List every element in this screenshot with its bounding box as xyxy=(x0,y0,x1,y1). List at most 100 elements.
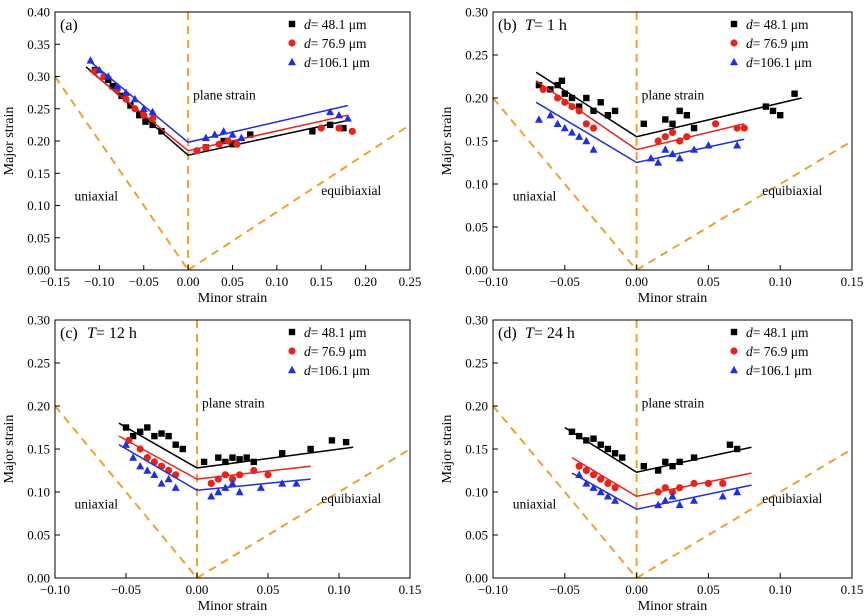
panel-2: −0.10 −0.05 0.00 0.05 0.10 0.15 0.00 0.05 0.10 0.… xyxy=(440,5,863,307)
equibiaxial-guide-line xyxy=(196,448,411,579)
x-tick-label: 0.10 xyxy=(769,582,792,597)
x-tick-label: 0.00 xyxy=(186,582,209,597)
y-tick-label: 0.20 xyxy=(465,91,488,106)
data-point-series-2 xyxy=(690,479,698,487)
data-point-series-3 xyxy=(582,479,591,487)
condition-label: T= 24 h xyxy=(525,325,575,342)
data-point-series-1 xyxy=(669,120,676,127)
data-point-series-3 xyxy=(546,111,555,119)
y-tick-label: 0.10 xyxy=(465,177,488,192)
data-point-series-3 xyxy=(129,453,138,461)
data-point-series-3 xyxy=(690,145,699,153)
data-point-series-3 xyxy=(534,115,543,123)
fit-line-series-3 xyxy=(88,59,349,144)
legend-marker-series-3 xyxy=(288,365,296,374)
legend-label-series-2: d= 76.9 μm xyxy=(304,344,367,359)
panel-1: −0.15 −0.10 −0.05 0.00 0.05 0.10 0.15 0.20 0.25 0… xyxy=(2,5,421,307)
data-point-series-3 xyxy=(104,72,113,80)
panel-3: −0.10 −0.05 0.00 0.05 0.10 0.15 0.00 0.05 0.10 0.… xyxy=(2,313,421,615)
data-point-series-2 xyxy=(193,147,201,155)
data-point-series-1 xyxy=(342,438,350,446)
data-point-series-1 xyxy=(136,112,143,119)
data-point-series-2 xyxy=(131,105,139,113)
data-point-series-3 xyxy=(654,500,663,509)
data-point-series-2 xyxy=(589,471,598,479)
data-point-series-2 xyxy=(215,140,223,148)
data-point-series-1 xyxy=(127,102,134,109)
data-point-series-2 xyxy=(661,484,669,492)
data-point-series-2 xyxy=(661,133,669,141)
plane-strain-label: plane strain xyxy=(202,396,265,411)
data-point-series-1 xyxy=(726,441,734,448)
data-point-series-3 xyxy=(201,133,210,141)
legend-label-series-2: d= 76.9 μm xyxy=(746,344,809,359)
data-point-series-3 xyxy=(221,483,230,491)
data-point-series-3 xyxy=(646,154,655,162)
data-point-series-1 xyxy=(619,454,626,461)
data-point-series-3 xyxy=(668,149,677,158)
uniaxial-label: uniaxial xyxy=(513,496,557,511)
data-point-series-1 xyxy=(229,454,236,461)
data-point-series-1 xyxy=(604,112,612,119)
data-point-series-2 xyxy=(554,94,562,102)
x-tick-label: 0.00 xyxy=(625,582,648,597)
x-tick-label: −0.10 xyxy=(40,582,70,597)
data-point-series-2 xyxy=(348,127,356,135)
data-point-series-1 xyxy=(220,137,227,145)
x-tick-label: −0.05 xyxy=(550,274,580,289)
data-point-series-3 xyxy=(113,81,122,90)
fit-line-series-3 xyxy=(535,101,745,164)
data-point-series-1 xyxy=(777,112,784,119)
y-tick-label: 0.35 xyxy=(27,37,50,52)
data-point-series-1 xyxy=(158,128,165,135)
x-tick-label: −0.10 xyxy=(478,582,508,597)
y-axis-title: Major strain xyxy=(440,107,455,176)
data-point-series-3 xyxy=(668,492,677,500)
legend-marker-series-2 xyxy=(730,347,738,355)
x-tick-label: 0.05 xyxy=(697,274,720,289)
x-tick-label: 0.10 xyxy=(266,274,289,289)
data-point-series-2 xyxy=(654,488,662,496)
data-point-series-2 xyxy=(740,124,748,132)
data-point-series-3 xyxy=(292,479,301,487)
fit-line-series-2 xyxy=(88,69,349,152)
legend-label-series-3: d=106.1 μm xyxy=(746,363,812,378)
data-point-series-2 xyxy=(224,137,232,145)
equibiaxial-guide-line xyxy=(636,448,853,579)
data-point-series-1 xyxy=(669,463,676,470)
legend-label-series-1: d= 48.1 μm xyxy=(304,17,367,32)
x-tick-label: −0.10 xyxy=(478,274,508,289)
data-point-series-3 xyxy=(567,128,576,136)
panel-label: (a) xyxy=(60,17,78,34)
data-point-series-1 xyxy=(568,94,576,102)
data-point-series-3 xyxy=(122,88,130,96)
data-point-series-2 xyxy=(136,445,144,453)
data-point-series-1 xyxy=(583,94,590,102)
y-tick-label: 0.10 xyxy=(27,198,50,213)
y-tick-label: 0.15 xyxy=(465,442,488,457)
data-point-series-1 xyxy=(733,445,741,453)
data-point-series-1 xyxy=(250,458,257,466)
data-point-series-3 xyxy=(143,466,152,474)
data-point-series-1 xyxy=(558,77,566,84)
y-tick-label: 0.25 xyxy=(27,101,50,116)
y-axis-title: Major strain xyxy=(2,415,17,484)
uniaxial-label: uniaxial xyxy=(75,188,119,203)
data-point-series-2 xyxy=(604,479,612,487)
data-point-series-2 xyxy=(704,479,713,487)
y-tick-label: 0.40 xyxy=(27,5,50,20)
data-point-series-2 xyxy=(221,471,229,479)
y-tick-label: 0.05 xyxy=(27,230,50,245)
data-point-series-2 xyxy=(711,120,720,128)
data-point-series-3 xyxy=(589,483,598,491)
x-tick-label: 0.10 xyxy=(769,274,792,289)
x-tick-label: −0.15 xyxy=(40,274,70,289)
data-point-series-3 xyxy=(326,107,335,116)
data-point-series-1 xyxy=(307,445,314,453)
data-point-series-2 xyxy=(125,436,133,444)
data-point-series-2 xyxy=(668,488,677,496)
uniaxial-label: uniaxial xyxy=(513,188,557,203)
y-tick-label: 0.25 xyxy=(27,356,50,371)
data-point-series-1 xyxy=(597,441,604,448)
data-point-series-1 xyxy=(247,131,254,138)
